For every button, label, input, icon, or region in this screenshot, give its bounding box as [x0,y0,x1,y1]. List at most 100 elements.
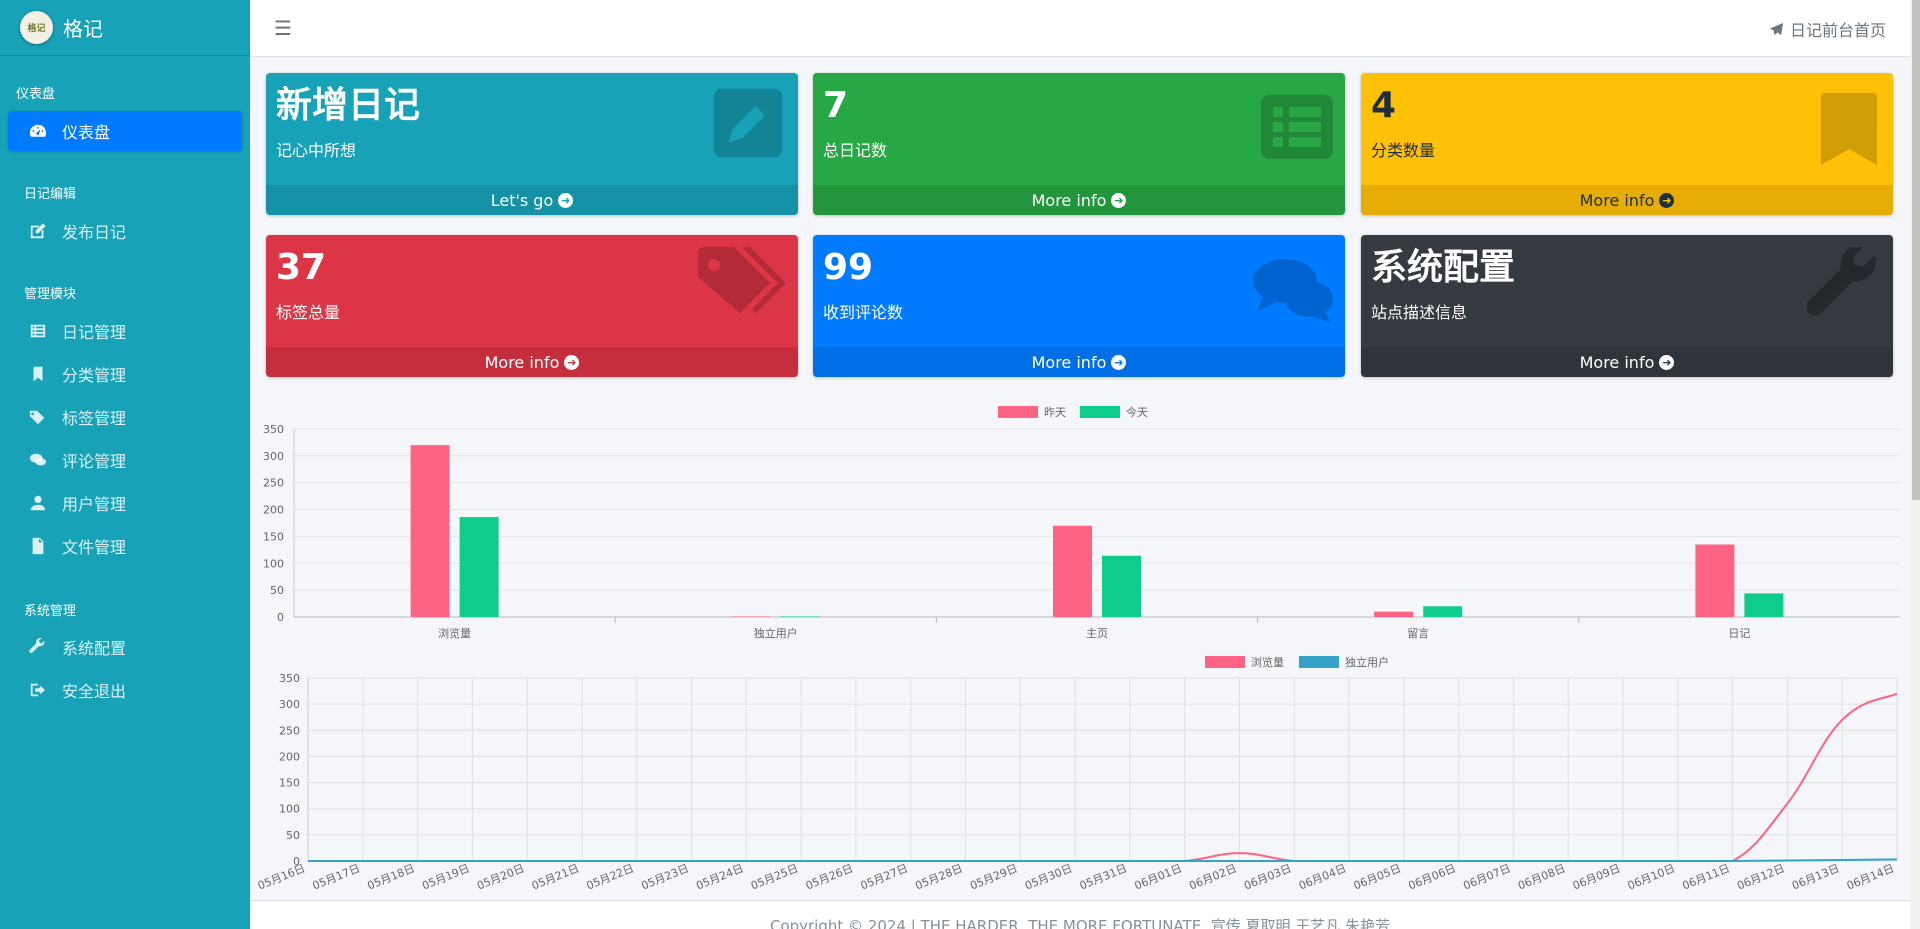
bar [780,616,820,617]
bar [1744,593,1784,617]
sidebar-item-label: 文件管理 [62,538,127,557]
brand-name: 格记 [63,17,103,41]
sidebar-item-label: 标签管理 [62,409,127,428]
nav-header-dashboard: 仪表盘 [16,87,56,102]
file-code-icon [28,536,48,556]
y-tick-label: 200 [263,504,284,517]
box-label: 分类数量 [1371,141,1436,160]
y-tick-label: 0 [293,855,300,868]
box-value: 37 [276,247,327,288]
box-footer-link[interactable]: More info ➜ [1361,185,1893,215]
top-navbar: ☰ 日记前台首页 [250,0,1920,57]
y-tick-label: 250 [263,477,284,490]
box-value: 7 [823,85,849,126]
sidebar-item-comments[interactable]: 评论管理 [8,440,242,480]
bar [1695,544,1735,617]
legend-label: 昨天 [1044,406,1066,419]
bookmark-icon [28,364,48,384]
box-system-config: 系统配置 站点描述信息 More info ➜ [1361,235,1893,377]
x-tick-label: 06月07日 [1461,862,1512,893]
bar [459,517,499,617]
box-footer-link[interactable]: More info ➜ [1361,347,1893,377]
box-label: 站点描述信息 [1371,303,1468,322]
dashboard-icon [28,121,48,141]
tags-icon [28,407,48,427]
tags-icon [698,247,786,323]
sidebar: 格记 格记 仪表盘 仪表盘 日记编辑 发布日记 管理模块 日记管理 分类管理 标… [0,0,250,929]
arrow-circle-right-icon: ➜ [1659,354,1675,370]
box-categories: 4 分类数量 More info ➜ [1361,73,1893,215]
scrollbar-thumb[interactable] [1912,0,1920,500]
y-tick-label: 300 [263,450,284,463]
frontend-home-link[interactable]: 日记前台首页 [1769,17,1886,41]
bar [1053,525,1092,617]
sidebar-item-label: 仪表盘 [62,123,111,142]
box-label: 标签总量 [276,303,341,322]
sidebar-item-dashboard[interactable]: 仪表盘 [8,111,242,151]
copyright-text: Copyright © 2024 | THE HARDER, THE MORE … [769,917,1391,929]
x-tick-label: 05月29日 [968,862,1019,893]
series-line [307,692,1898,862]
brand-link[interactable]: 格记 格记 [0,0,250,56]
box-comments-received: 99 收到评论数 More info ➜ [813,235,1345,377]
box-footer-label: More info [1031,352,1107,372]
x-tick-label: 06月08日 [1516,862,1567,893]
legend-label: 浏览量 [1251,655,1284,669]
arrow-circle-right-icon: ➜ [564,354,580,370]
sidebar-item-label: 用户管理 [62,495,127,514]
y-tick-label: 300 [279,698,300,711]
box-footer-label: More info [1031,190,1107,210]
x-tick-label: 06月04日 [1297,862,1348,893]
sidebar-item-publish[interactable]: 发布日记 [8,211,242,251]
sidebar-item-system-config[interactable]: 系统配置 [8,627,242,667]
box-value: 4 [1371,85,1397,126]
sidebar-item-users[interactable]: 用户管理 [8,483,242,523]
page-scrollbar[interactable] [1910,0,1920,929]
box-footer-link[interactable]: Let's go ➜ [266,185,798,215]
sidebar-item-files[interactable]: 文件管理 [8,526,242,566]
x-tick-label: 05月21日 [530,862,581,893]
x-tick-label: 05月27日 [859,862,910,893]
box-footer-link[interactable]: More info ➜ [813,185,1345,215]
hamburger-icon[interactable]: ☰ [274,16,292,40]
x-tick-label: 05月26日 [804,862,855,893]
series-line [307,858,1898,862]
box-label: 收到评论数 [823,303,904,322]
comments-icon [1253,257,1333,325]
x-tick-label: 主页 [1086,627,1108,640]
page-footer: Copyright © 2024 | THE HARDER, THE MORE … [250,900,1910,929]
edit-icon [28,221,48,241]
x-tick-label: 06月11日 [1681,862,1732,893]
bookmark-icon [1821,93,1877,165]
x-tick-label: 05月22日 [585,862,636,893]
box-footer-link[interactable]: More info ➜ [266,347,798,377]
sidebar-item-tags[interactable]: 标签管理 [8,397,242,437]
box-new-diary: 新增日记 记心中所想 Let's go ➜ [266,73,798,215]
x-tick-label: 05月23日 [639,862,690,893]
arrow-circle-right-icon: ➜ [1659,192,1675,208]
x-tick-label: 05月16日 [256,862,307,893]
bar [1374,611,1414,617]
legend-swatch [1299,656,1339,668]
x-tick-label: 浏览量 [438,626,471,640]
box-label: 记心中所想 [276,141,357,160]
x-tick-label: 06月06日 [1407,862,1458,893]
sidebar-item-logout[interactable]: 安全退出 [8,670,242,710]
bar [1102,555,1141,617]
paper-plane-icon [1769,22,1784,35]
y-tick-label: 150 [263,530,284,543]
bar-chart: 0 50 100 150 200 250 300 350 浏览量 独立用户 主页 留言 日记 昨天 今天 [263,405,1900,640]
comments-icon [28,450,48,470]
box-footer-link[interactable]: More info ➜ [813,347,1345,377]
y-tick-label: 50 [286,829,300,842]
x-tick-label: 独立用户 [754,626,798,640]
nav-header-diary-edit: 日记编辑 [24,187,77,202]
box-value: 系统配置 [1371,247,1516,288]
x-tick-label: 06月09日 [1571,862,1622,893]
x-tick-label: 05月25日 [749,862,800,893]
sidebar-item-category[interactable]: 分类管理 [8,354,242,394]
x-tick-label: 06月13日 [1790,862,1841,893]
sidebar-item-diary-manage[interactable]: 日记管理 [8,311,242,351]
legend-swatch [1205,656,1245,668]
